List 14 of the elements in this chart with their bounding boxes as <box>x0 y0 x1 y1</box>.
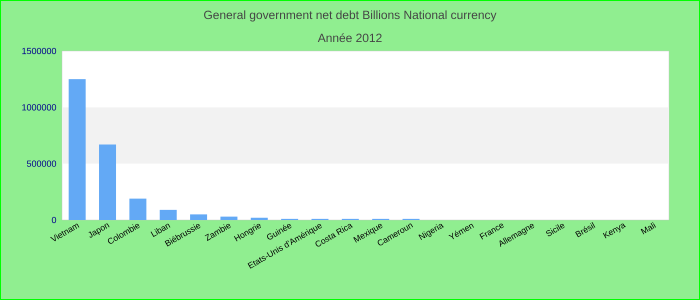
y-tick-label: 1500000 <box>22 48 56 54</box>
x-tick-label: Mali <box>640 222 656 234</box>
x-tick-label: Sicile <box>546 224 565 236</box>
bar <box>220 216 238 220</box>
bar <box>190 214 208 220</box>
y-tick-label: 0 <box>52 216 56 224</box>
chart-subtitle: Année 2012 <box>318 33 382 42</box>
bar <box>68 79 86 220</box>
y-tick-label: 500000 <box>26 160 56 167</box>
bar <box>129 198 146 220</box>
y-tick-label: 1000000 <box>22 104 56 111</box>
bar <box>99 144 116 220</box>
chart-title: General government net debt Billions National currency <box>204 10 496 22</box>
bar <box>160 210 177 220</box>
